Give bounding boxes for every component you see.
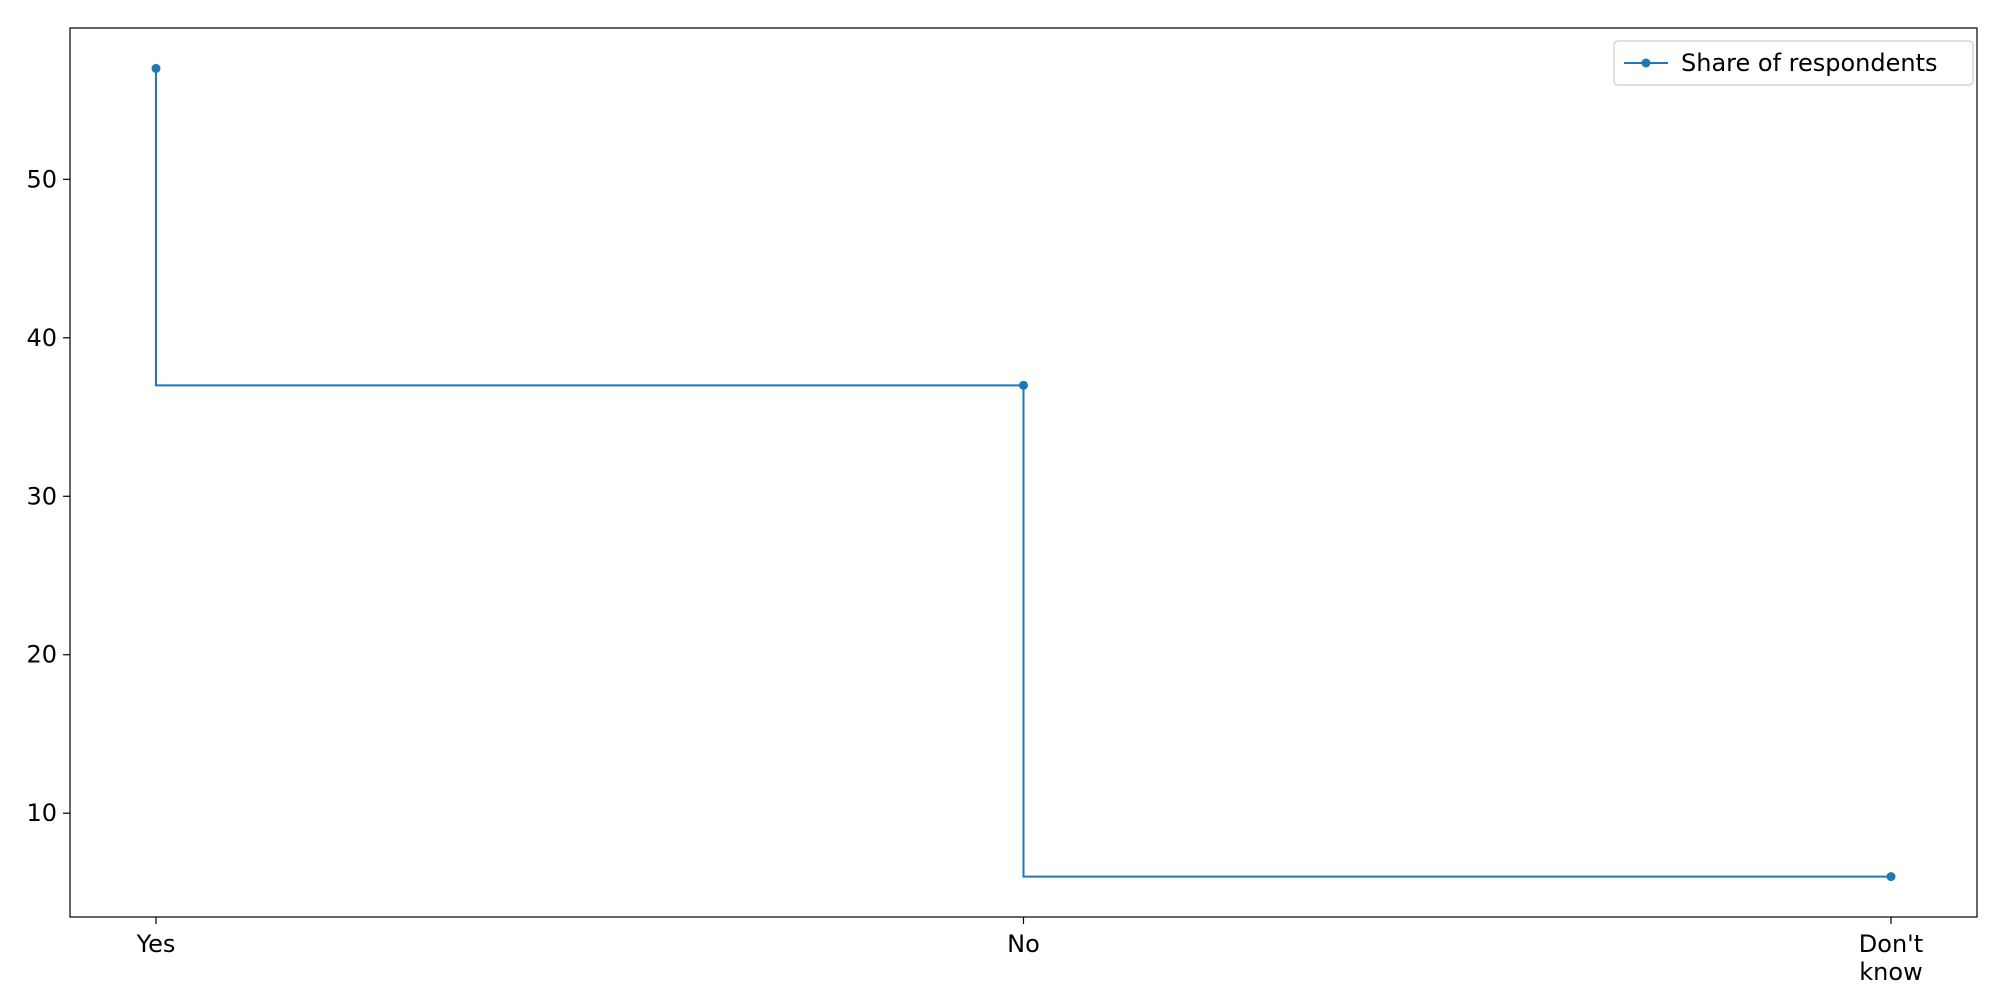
x-tick-label: No [1007, 930, 1040, 958]
data-point [1019, 380, 1028, 390]
plot-area [151, 63, 1896, 882]
y-tick-label: 50 [26, 165, 57, 193]
y-tick-label: 20 [26, 641, 57, 669]
y-axis: 10 20 30 40 50 [26, 165, 70, 827]
legend-marker [1641, 58, 1651, 68]
x-axis: Yes No Don't know [136, 917, 1923, 986]
legend-label: Share of respondents [1681, 49, 1938, 77]
legend: Share of respondents [1613, 40, 1974, 86]
y-tick-label: 30 [26, 482, 57, 510]
y-tick-label: 40 [26, 324, 57, 352]
x-tick-label: Don't know [1859, 930, 1923, 986]
legend-box [1613, 40, 1974, 86]
x-tick-label: Yes [136, 930, 176, 958]
y-tick-label: 10 [26, 799, 57, 827]
data-point [151, 63, 161, 73]
data-point [1886, 872, 1896, 882]
